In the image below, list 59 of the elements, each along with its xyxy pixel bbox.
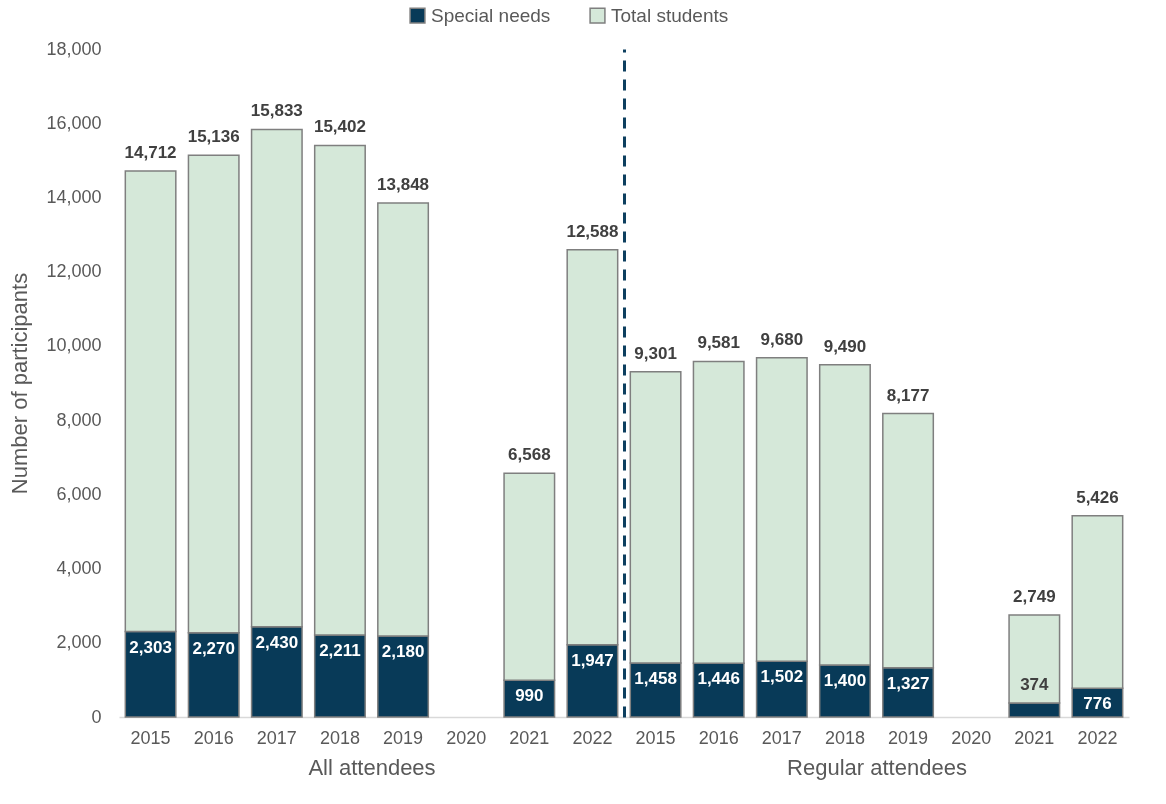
total-label: 12,588 <box>566 221 619 241</box>
x-tick-label: 2015 <box>635 727 676 748</box>
data-label: 990 <box>515 686 544 706</box>
x-axis-title: Regular attendees <box>787 754 967 780</box>
x-tick-label: 2019 <box>383 727 424 748</box>
data-label: 1,400 <box>823 671 867 691</box>
data-label: 1,502 <box>760 667 804 687</box>
data-label: 2,430 <box>255 632 299 652</box>
y-tick-label: 16,000 <box>46 112 102 133</box>
data-label: 2,303 <box>129 637 172 657</box>
x-tick-label: 2022 <box>572 727 613 748</box>
legend-label: Total students <box>611 4 729 26</box>
total-label: 15,402 <box>313 117 366 137</box>
data-label: 2,270 <box>192 638 235 658</box>
x-tick-label: 2017 <box>761 727 802 748</box>
total-label: 5,426 <box>1076 487 1119 507</box>
x-tick-label: 2015 <box>130 727 171 748</box>
legend-label: Special needs <box>431 4 551 26</box>
data-label: 1,458 <box>634 668 677 688</box>
total-label: 9,680 <box>760 329 804 349</box>
total-label: 14,712 <box>124 143 177 163</box>
x-tick-label: 2021 <box>509 727 550 748</box>
y-tick-label: 12,000 <box>46 261 102 282</box>
data-label: 374 <box>1020 675 1050 695</box>
total-label: 15,136 <box>187 127 240 147</box>
total-label: 13,848 <box>377 175 430 195</box>
x-tick-label: 2022 <box>1077 727 1118 748</box>
total-label: 9,581 <box>697 333 740 353</box>
data-label: 1,947 <box>571 650 614 670</box>
y-tick-label: 14,000 <box>46 186 102 207</box>
total-label: 15,833 <box>250 101 303 121</box>
y-tick-label: 2,000 <box>56 632 102 653</box>
y-tick-label: 8,000 <box>56 409 102 430</box>
x-tick-label: 2019 <box>888 727 929 748</box>
x-axis-title: All attendees <box>308 754 436 780</box>
total-label: 9,301 <box>634 343 677 363</box>
data-label: 2,211 <box>319 640 361 660</box>
total-label: 8,177 <box>886 385 930 405</box>
y-tick-label: 10,000 <box>46 335 102 356</box>
y-tick-label: 6,000 <box>56 483 102 504</box>
data-label: 1,327 <box>886 673 930 693</box>
total-label: 9,490 <box>823 336 867 356</box>
x-tick-label: 2021 <box>1014 727 1055 748</box>
y-tick-label: 4,000 <box>56 558 102 579</box>
y-axis-title: Number of participants <box>7 272 33 495</box>
y-tick-label: 18,000 <box>46 38 102 59</box>
x-tick-label: 2016 <box>698 727 739 748</box>
total-label: 6,568 <box>508 445 551 465</box>
x-tick-label: 2016 <box>193 727 234 748</box>
x-tick-label: 2020 <box>951 727 992 748</box>
data-label: 1,446 <box>697 669 740 689</box>
data-label: 776 <box>1083 694 1112 714</box>
data-label: 2,180 <box>381 642 425 662</box>
total-label: 2,749 <box>1013 586 1056 606</box>
x-tick-label: 2018 <box>319 727 360 748</box>
y-tick-label: 0 <box>91 706 102 727</box>
x-tick-label: 2018 <box>824 727 865 748</box>
x-tick-label: 2020 <box>446 727 487 748</box>
x-tick-label: 2017 <box>256 727 297 748</box>
